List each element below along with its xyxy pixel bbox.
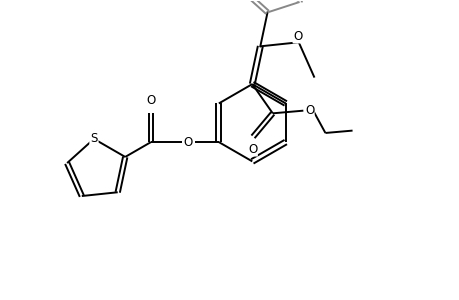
Text: S: S [90,132,97,146]
Text: O: O [292,30,302,43]
Text: O: O [183,136,192,148]
Text: O: O [248,143,257,156]
Text: O: O [146,94,155,107]
Text: O: O [304,104,314,117]
